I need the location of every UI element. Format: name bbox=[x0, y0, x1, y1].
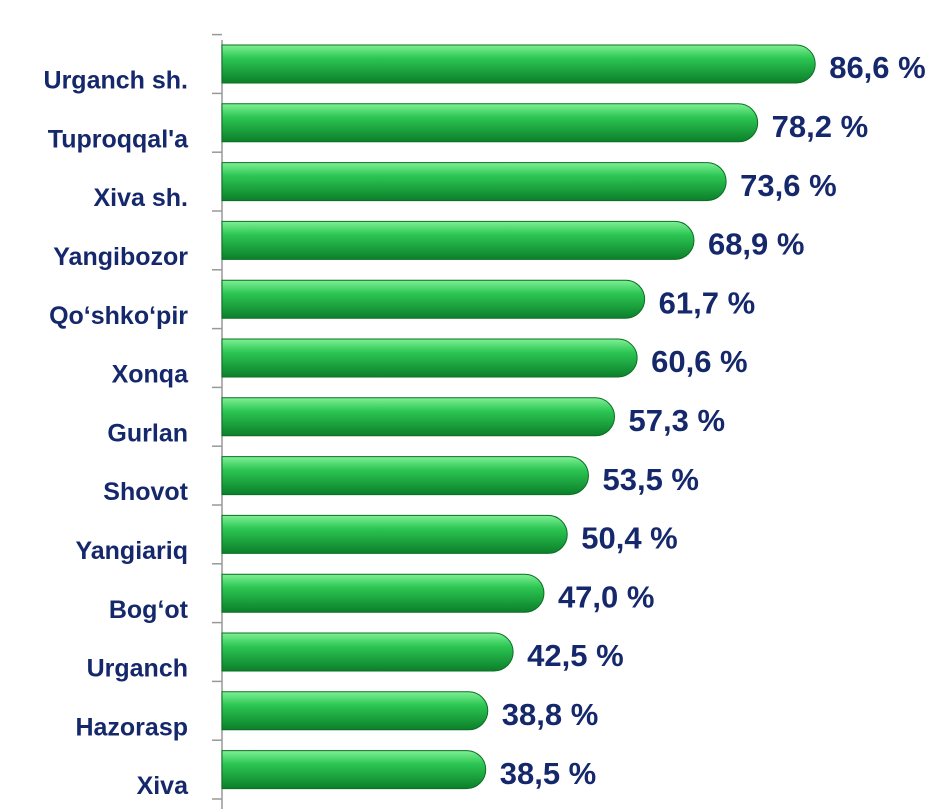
category-label: Urganch sh. bbox=[44, 67, 188, 95]
bar bbox=[221, 220, 695, 260]
category-label: Qo‘shko‘pir bbox=[49, 302, 188, 330]
value-label: 78,2 % bbox=[772, 109, 869, 144]
category-label: Yangibozor bbox=[53, 243, 188, 271]
bar bbox=[221, 456, 589, 496]
value-label: 86,6 % bbox=[829, 50, 926, 85]
bar bbox=[221, 632, 514, 672]
bar bbox=[221, 162, 727, 202]
category-label: Xonqa bbox=[112, 361, 189, 389]
value-label: 60,6 % bbox=[651, 344, 748, 379]
value-label: 38,5 % bbox=[500, 756, 597, 791]
bar bbox=[221, 397, 615, 437]
value-label: 50,4 % bbox=[581, 521, 678, 556]
value-label: 68,9 % bbox=[708, 227, 805, 262]
value-label: 61,7 % bbox=[659, 285, 756, 320]
value-label: 38,8 % bbox=[502, 697, 599, 732]
value-label: 47,0 % bbox=[558, 579, 655, 614]
bar bbox=[221, 103, 759, 143]
category-label: Hazorasp bbox=[75, 713, 188, 741]
category-label: Xiva bbox=[137, 772, 190, 800]
bar bbox=[221, 338, 638, 378]
category-label: Gurlan bbox=[107, 419, 188, 447]
bar bbox=[221, 750, 487, 790]
value-label: 57,3 % bbox=[629, 403, 726, 438]
category-label: Urganch bbox=[87, 655, 188, 683]
value-label: 73,6 % bbox=[740, 168, 837, 203]
bar bbox=[221, 573, 545, 613]
bar bbox=[221, 514, 568, 554]
axis-ticks bbox=[212, 33, 222, 800]
category-label: Xiva sh. bbox=[94, 184, 189, 212]
category-label: Tuproqqal'a bbox=[48, 125, 189, 153]
category-label: Shovot bbox=[103, 478, 188, 506]
bar bbox=[221, 44, 816, 84]
bar bbox=[221, 279, 646, 319]
category-label: Yangiariq bbox=[75, 537, 188, 565]
value-label: 42,5 % bbox=[527, 638, 624, 673]
category-label: Bog‘ot bbox=[109, 596, 189, 624]
bar bbox=[221, 691, 489, 731]
value-label: 53,5 % bbox=[602, 462, 699, 497]
